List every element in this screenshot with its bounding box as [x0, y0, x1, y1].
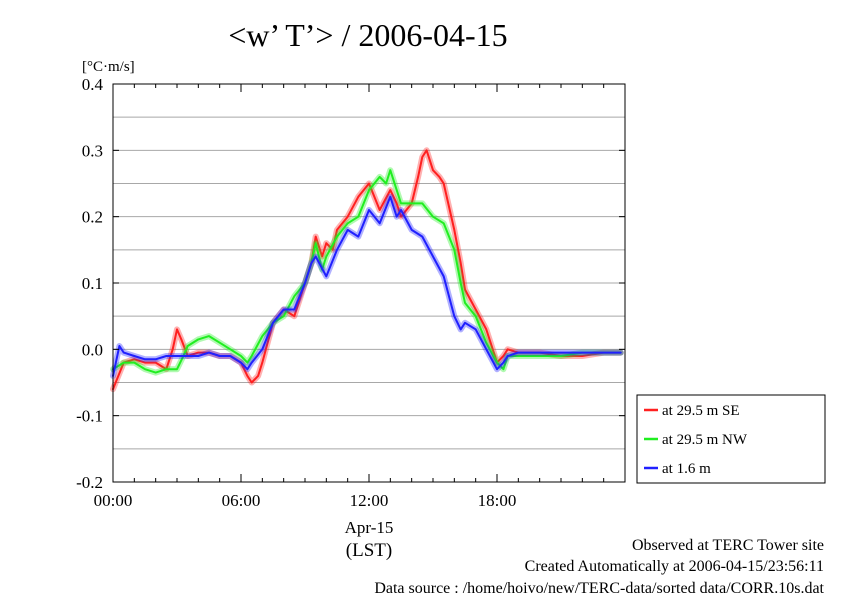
y-tick-label: 0.3 — [82, 141, 103, 160]
legend-label: at 29.5 m SE — [662, 403, 740, 419]
y-tick-labels: -0.2 -0.1 0.0 0.1 0.2 0.3 0.4 — [76, 75, 625, 492]
series-halo — [110, 167, 624, 376]
footer-created: Created Automatically at 2006-04-15/23:5… — [525, 558, 824, 575]
legend-label: at 29.5 m NW — [662, 432, 748, 448]
x-tick-label: 06:00 — [222, 491, 261, 510]
series-path — [112, 149, 622, 391]
grid-lines — [113, 116, 625, 450]
legend: at 29.5 m SE at 29.5 m NW at 1.6 m — [636, 394, 826, 484]
footer-observed: Observed at TERC Tower site — [632, 537, 824, 554]
y-tick-label: 0.1 — [82, 274, 103, 293]
x-date-label: Apr-15 — [345, 518, 394, 537]
x-tick-label: 12:00 — [350, 491, 389, 510]
series-line — [110, 193, 624, 379]
y-tick-label: -0.1 — [76, 407, 103, 426]
x-tick-labels: 00:00 06:00 12:00 18:00 — [94, 84, 626, 510]
series-line — [110, 167, 624, 376]
x-tick-label: 18:00 — [478, 491, 517, 510]
y-axis-label: [°C·m/s] — [82, 59, 135, 75]
series-lines — [110, 147, 624, 393]
series-path — [112, 169, 622, 374]
y-tick-label: -0.2 — [76, 473, 103, 492]
legend-item: at 1.6 m — [644, 461, 711, 477]
series-line — [110, 147, 624, 393]
legend-item: at 29.5 m NW — [644, 432, 748, 448]
footer-source: Data source : /home/hoivo/new/TERC-data/… — [374, 580, 824, 595]
y-tick-label: 0.4 — [82, 75, 104, 94]
x-unit-label: (LST) — [346, 540, 392, 561]
y-tick-label: 0.2 — [82, 208, 103, 227]
legend-box — [636, 394, 826, 484]
chart-title: <w’ T’> / 2006-04-15 — [228, 17, 507, 53]
legend-item: at 29.5 m SE — [644, 403, 740, 419]
legend-label: at 1.6 m — [662, 461, 711, 477]
series-path — [112, 195, 622, 377]
y-tick-label: 0.0 — [82, 340, 103, 359]
x-tick-label: 00:00 — [94, 491, 133, 510]
